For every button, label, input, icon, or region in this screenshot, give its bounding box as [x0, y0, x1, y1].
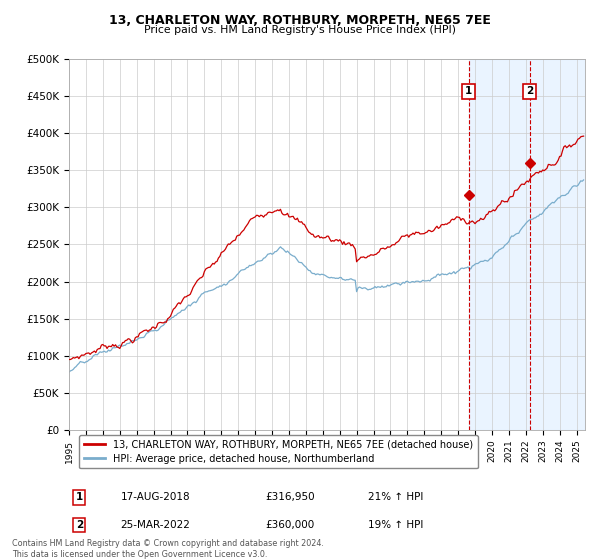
Text: 19% ↑ HPI: 19% ↑ HPI — [368, 520, 424, 530]
Text: 13, CHARLETON WAY, ROTHBURY, MORPETH, NE65 7EE: 13, CHARLETON WAY, ROTHBURY, MORPETH, NE… — [109, 14, 491, 27]
Text: 17-AUG-2018: 17-AUG-2018 — [121, 492, 190, 502]
Text: 25-MAR-2022: 25-MAR-2022 — [121, 520, 190, 530]
Legend: 13, CHARLETON WAY, ROTHBURY, MORPETH, NE65 7EE (detached house), HPI: Average pr: 13, CHARLETON WAY, ROTHBURY, MORPETH, NE… — [79, 435, 478, 469]
Text: £360,000: £360,000 — [265, 520, 314, 530]
Text: 2: 2 — [526, 86, 533, 96]
Text: 1: 1 — [465, 86, 472, 96]
Bar — [469, 59, 585, 430]
Text: Contains HM Land Registry data © Crown copyright and database right 2024.
This d: Contains HM Land Registry data © Crown c… — [12, 539, 324, 559]
Text: 1: 1 — [76, 492, 83, 502]
Text: Price paid vs. HM Land Registry's House Price Index (HPI): Price paid vs. HM Land Registry's House … — [144, 25, 456, 35]
Text: £316,950: £316,950 — [265, 492, 315, 502]
Text: 21% ↑ HPI: 21% ↑ HPI — [368, 492, 424, 502]
Text: 2: 2 — [76, 520, 83, 530]
